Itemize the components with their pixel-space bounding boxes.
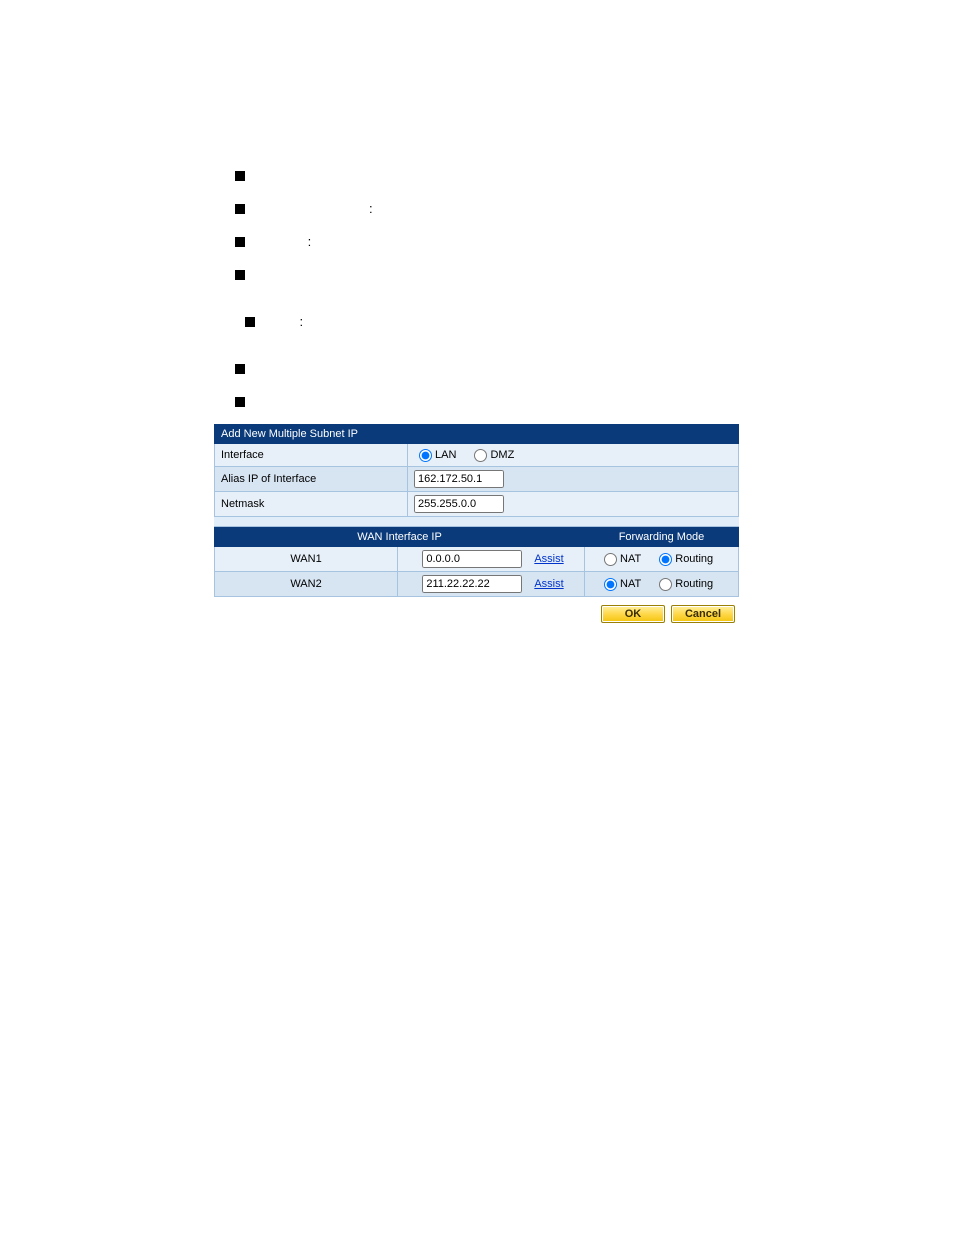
bullet-text: : — [257, 201, 373, 216]
wan1-nat-radio[interactable]: NAT — [599, 553, 641, 565]
spacer-row — [215, 517, 739, 527]
square-icon — [235, 364, 245, 374]
netmask-input[interactable] — [414, 495, 504, 513]
radio-label: Routing — [675, 578, 713, 590]
bullet-6 — [235, 355, 735, 382]
subnet-form-panel: Add New Multiple Subnet IP Interface LAN… — [214, 424, 739, 631]
wan1-row: WAN1 Assist NAT Routing — [215, 547, 739, 572]
interface-lan-radio[interactable]: LAN — [414, 449, 456, 461]
bullet-text — [257, 168, 261, 183]
alias-ip-label: Alias IP of Interface — [215, 467, 408, 492]
wan2-assist-link[interactable]: Assist — [534, 578, 563, 590]
radio-label: NAT — [620, 578, 641, 590]
square-icon — [235, 237, 245, 247]
wan-header: WAN Interface IP — [215, 528, 585, 547]
interface-options: LAN DMZ — [408, 444, 739, 467]
bullet-text: : — [267, 314, 303, 329]
wan2-row: WAN2 Assist NAT Routing — [215, 572, 739, 597]
bullet-5: : — [245, 308, 735, 335]
panel-title: Add New Multiple Subnet IP — [215, 425, 739, 444]
interface-label: Interface — [215, 444, 408, 467]
wan2-nat-radio[interactable]: NAT — [599, 578, 641, 590]
bullet-text — [257, 361, 261, 376]
wan1-ip-input[interactable] — [422, 550, 522, 568]
radio-label: Routing — [675, 553, 713, 565]
bullet-7 — [235, 388, 735, 415]
square-icon — [245, 317, 255, 327]
wan2-routing-radio[interactable]: Routing — [654, 578, 713, 590]
wan2-ip-input[interactable] — [422, 575, 522, 593]
wan2-label: WAN2 — [215, 572, 398, 597]
forwarding-header: Forwarding Mode — [585, 528, 739, 547]
radio-label: DMZ — [490, 449, 514, 461]
radio-label: NAT — [620, 553, 641, 565]
netmask-label: Netmask — [215, 492, 408, 517]
alias-ip-row: Alias IP of Interface — [215, 467, 739, 492]
netmask-row: Netmask — [215, 492, 739, 517]
cancel-button[interactable]: Cancel — [671, 605, 735, 623]
square-icon — [235, 171, 245, 181]
bullet-3: : — [235, 228, 735, 255]
button-bar: OK Cancel — [214, 597, 739, 631]
wan1-routing-radio[interactable]: Routing — [654, 553, 713, 565]
square-icon — [235, 270, 245, 280]
interface-row: Interface LAN DMZ — [215, 444, 739, 467]
square-icon — [235, 397, 245, 407]
bullet-text — [257, 267, 261, 282]
wan1-label: WAN1 — [215, 547, 398, 572]
radio-label: LAN — [435, 449, 456, 461]
interface-dmz-radio[interactable]: DMZ — [469, 449, 514, 461]
wan1-assist-link[interactable]: Assist — [534, 553, 563, 565]
bullet-1 — [235, 162, 735, 189]
bullet-2: : — [235, 195, 735, 222]
bullet-list: : : : — [235, 162, 735, 421]
wan-table: WAN Interface IP Forwarding Mode WAN1 As… — [214, 527, 739, 597]
bullet-4 — [235, 261, 735, 288]
alias-ip-input[interactable] — [414, 470, 504, 488]
bullet-text — [257, 394, 261, 409]
ok-button[interactable]: OK — [601, 605, 665, 623]
square-icon — [235, 204, 245, 214]
bullet-text: : — [257, 234, 311, 249]
subnet-config-table: Add New Multiple Subnet IP Interface LAN… — [214, 424, 739, 527]
